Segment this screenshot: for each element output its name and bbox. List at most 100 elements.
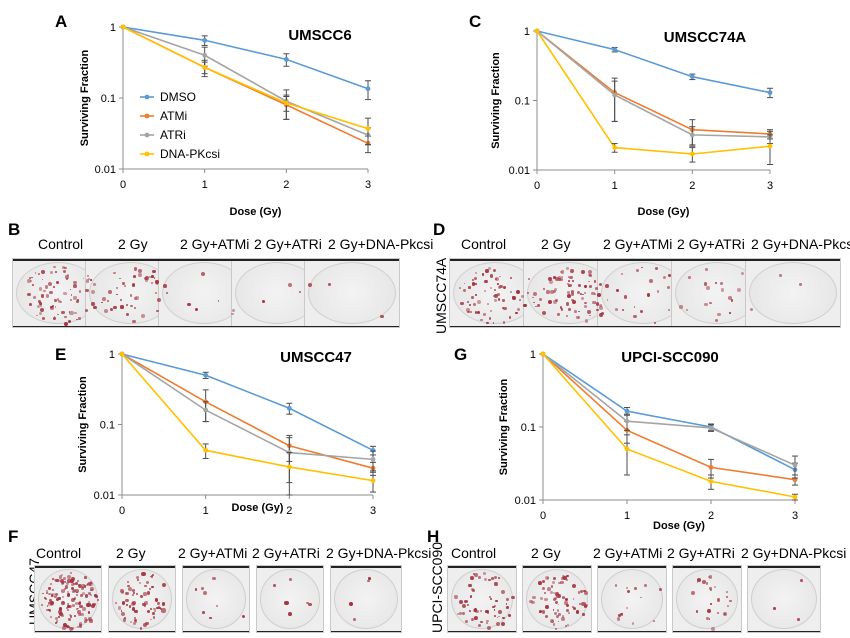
colony bbox=[583, 291, 587, 294]
colony bbox=[558, 278, 561, 281]
plate-label-2-gy-atri: 2 Gy+ATRi bbox=[254, 236, 322, 252]
colony bbox=[50, 594, 54, 597]
colony bbox=[134, 609, 138, 614]
culture-plate-2-gy bbox=[522, 565, 592, 633]
colony bbox=[120, 299, 123, 302]
colony bbox=[202, 610, 206, 614]
colony bbox=[73, 589, 76, 592]
colony bbox=[547, 276, 552, 281]
colony bbox=[592, 300, 596, 305]
colony bbox=[545, 615, 549, 619]
colony bbox=[502, 306, 505, 309]
data-point-dmso bbox=[612, 47, 618, 52]
colony bbox=[649, 278, 654, 283]
colony bbox=[544, 576, 549, 580]
colony bbox=[454, 595, 458, 599]
colony bbox=[379, 314, 384, 319]
colony bbox=[115, 286, 119, 290]
colony bbox=[510, 276, 513, 280]
colony bbox=[58, 616, 61, 618]
colony bbox=[685, 308, 689, 312]
colony bbox=[579, 293, 582, 296]
x-tick-label: 2 bbox=[689, 180, 695, 192]
colony bbox=[353, 618, 357, 621]
colony bbox=[71, 583, 75, 586]
colony bbox=[459, 599, 464, 604]
colony bbox=[87, 611, 91, 614]
panel-letter-g: G bbox=[454, 345, 468, 364]
colony bbox=[74, 596, 77, 600]
plate-label-2-gy-dna-pkcsi: 2 Gy+DNA-Pkcsi bbox=[751, 236, 850, 252]
colony bbox=[49, 609, 52, 612]
colony bbox=[483, 572, 487, 575]
colony bbox=[486, 619, 489, 622]
colony bbox=[113, 305, 117, 310]
colony bbox=[42, 317, 46, 321]
colony bbox=[89, 588, 93, 592]
colony bbox=[554, 627, 557, 630]
colony bbox=[497, 293, 500, 296]
colony bbox=[78, 289, 82, 293]
colony bbox=[497, 298, 501, 301]
colony bbox=[140, 594, 144, 598]
colony bbox=[51, 578, 54, 581]
y-tick-label: 0.01 bbox=[515, 495, 536, 507]
colony bbox=[569, 275, 573, 279]
colony bbox=[41, 270, 46, 275]
colony bbox=[144, 601, 148, 605]
colony bbox=[67, 625, 71, 629]
colony bbox=[44, 597, 48, 601]
y-axis-label: Surviving Fraction bbox=[490, 52, 502, 149]
colony bbox=[38, 287, 43, 291]
colony bbox=[625, 606, 628, 609]
x-tick-label: 2 bbox=[708, 510, 714, 522]
colony bbox=[533, 292, 538, 297]
colony bbox=[564, 625, 567, 627]
colony bbox=[90, 581, 92, 584]
colony bbox=[153, 607, 156, 611]
colony bbox=[557, 603, 560, 606]
colony bbox=[507, 613, 511, 617]
colony bbox=[729, 599, 732, 603]
colony bbox=[78, 624, 83, 629]
colony bbox=[516, 308, 520, 312]
data-point-atri bbox=[708, 425, 714, 431]
colony bbox=[138, 581, 141, 585]
colony bbox=[633, 314, 638, 319]
colony bbox=[81, 592, 85, 596]
colony bbox=[162, 283, 167, 288]
colony bbox=[709, 587, 712, 590]
colony bbox=[66, 607, 69, 609]
colony bbox=[154, 291, 157, 294]
colony bbox=[474, 616, 478, 621]
colony bbox=[155, 279, 159, 284]
colony bbox=[153, 277, 156, 280]
x-tick-label: 2 bbox=[283, 179, 289, 191]
plate-label-2-gy: 2 Gy bbox=[116, 545, 146, 561]
plate-label-control: Control bbox=[461, 236, 507, 252]
colony bbox=[157, 602, 160, 605]
panel-letter-c: C bbox=[469, 12, 482, 31]
colony bbox=[778, 274, 782, 278]
colony bbox=[71, 598, 76, 602]
colony bbox=[58, 597, 61, 600]
colony bbox=[485, 609, 489, 614]
colony bbox=[550, 585, 554, 588]
colony bbox=[537, 304, 541, 308]
colony bbox=[59, 611, 64, 616]
series-line-atri bbox=[536, 30, 771, 138]
series-line-dmso bbox=[542, 353, 796, 471]
colony bbox=[137, 272, 142, 277]
colony bbox=[152, 573, 155, 576]
colony bbox=[706, 285, 711, 290]
colony bbox=[76, 580, 79, 583]
colony bbox=[195, 588, 198, 591]
colony bbox=[529, 599, 533, 604]
colony bbox=[70, 626, 74, 631]
colony bbox=[288, 611, 293, 616]
colony bbox=[582, 293, 584, 296]
legend-label-atmi: ATMi bbox=[160, 109, 187, 123]
colony bbox=[502, 321, 506, 324]
colony bbox=[550, 290, 555, 294]
colony bbox=[151, 281, 154, 284]
